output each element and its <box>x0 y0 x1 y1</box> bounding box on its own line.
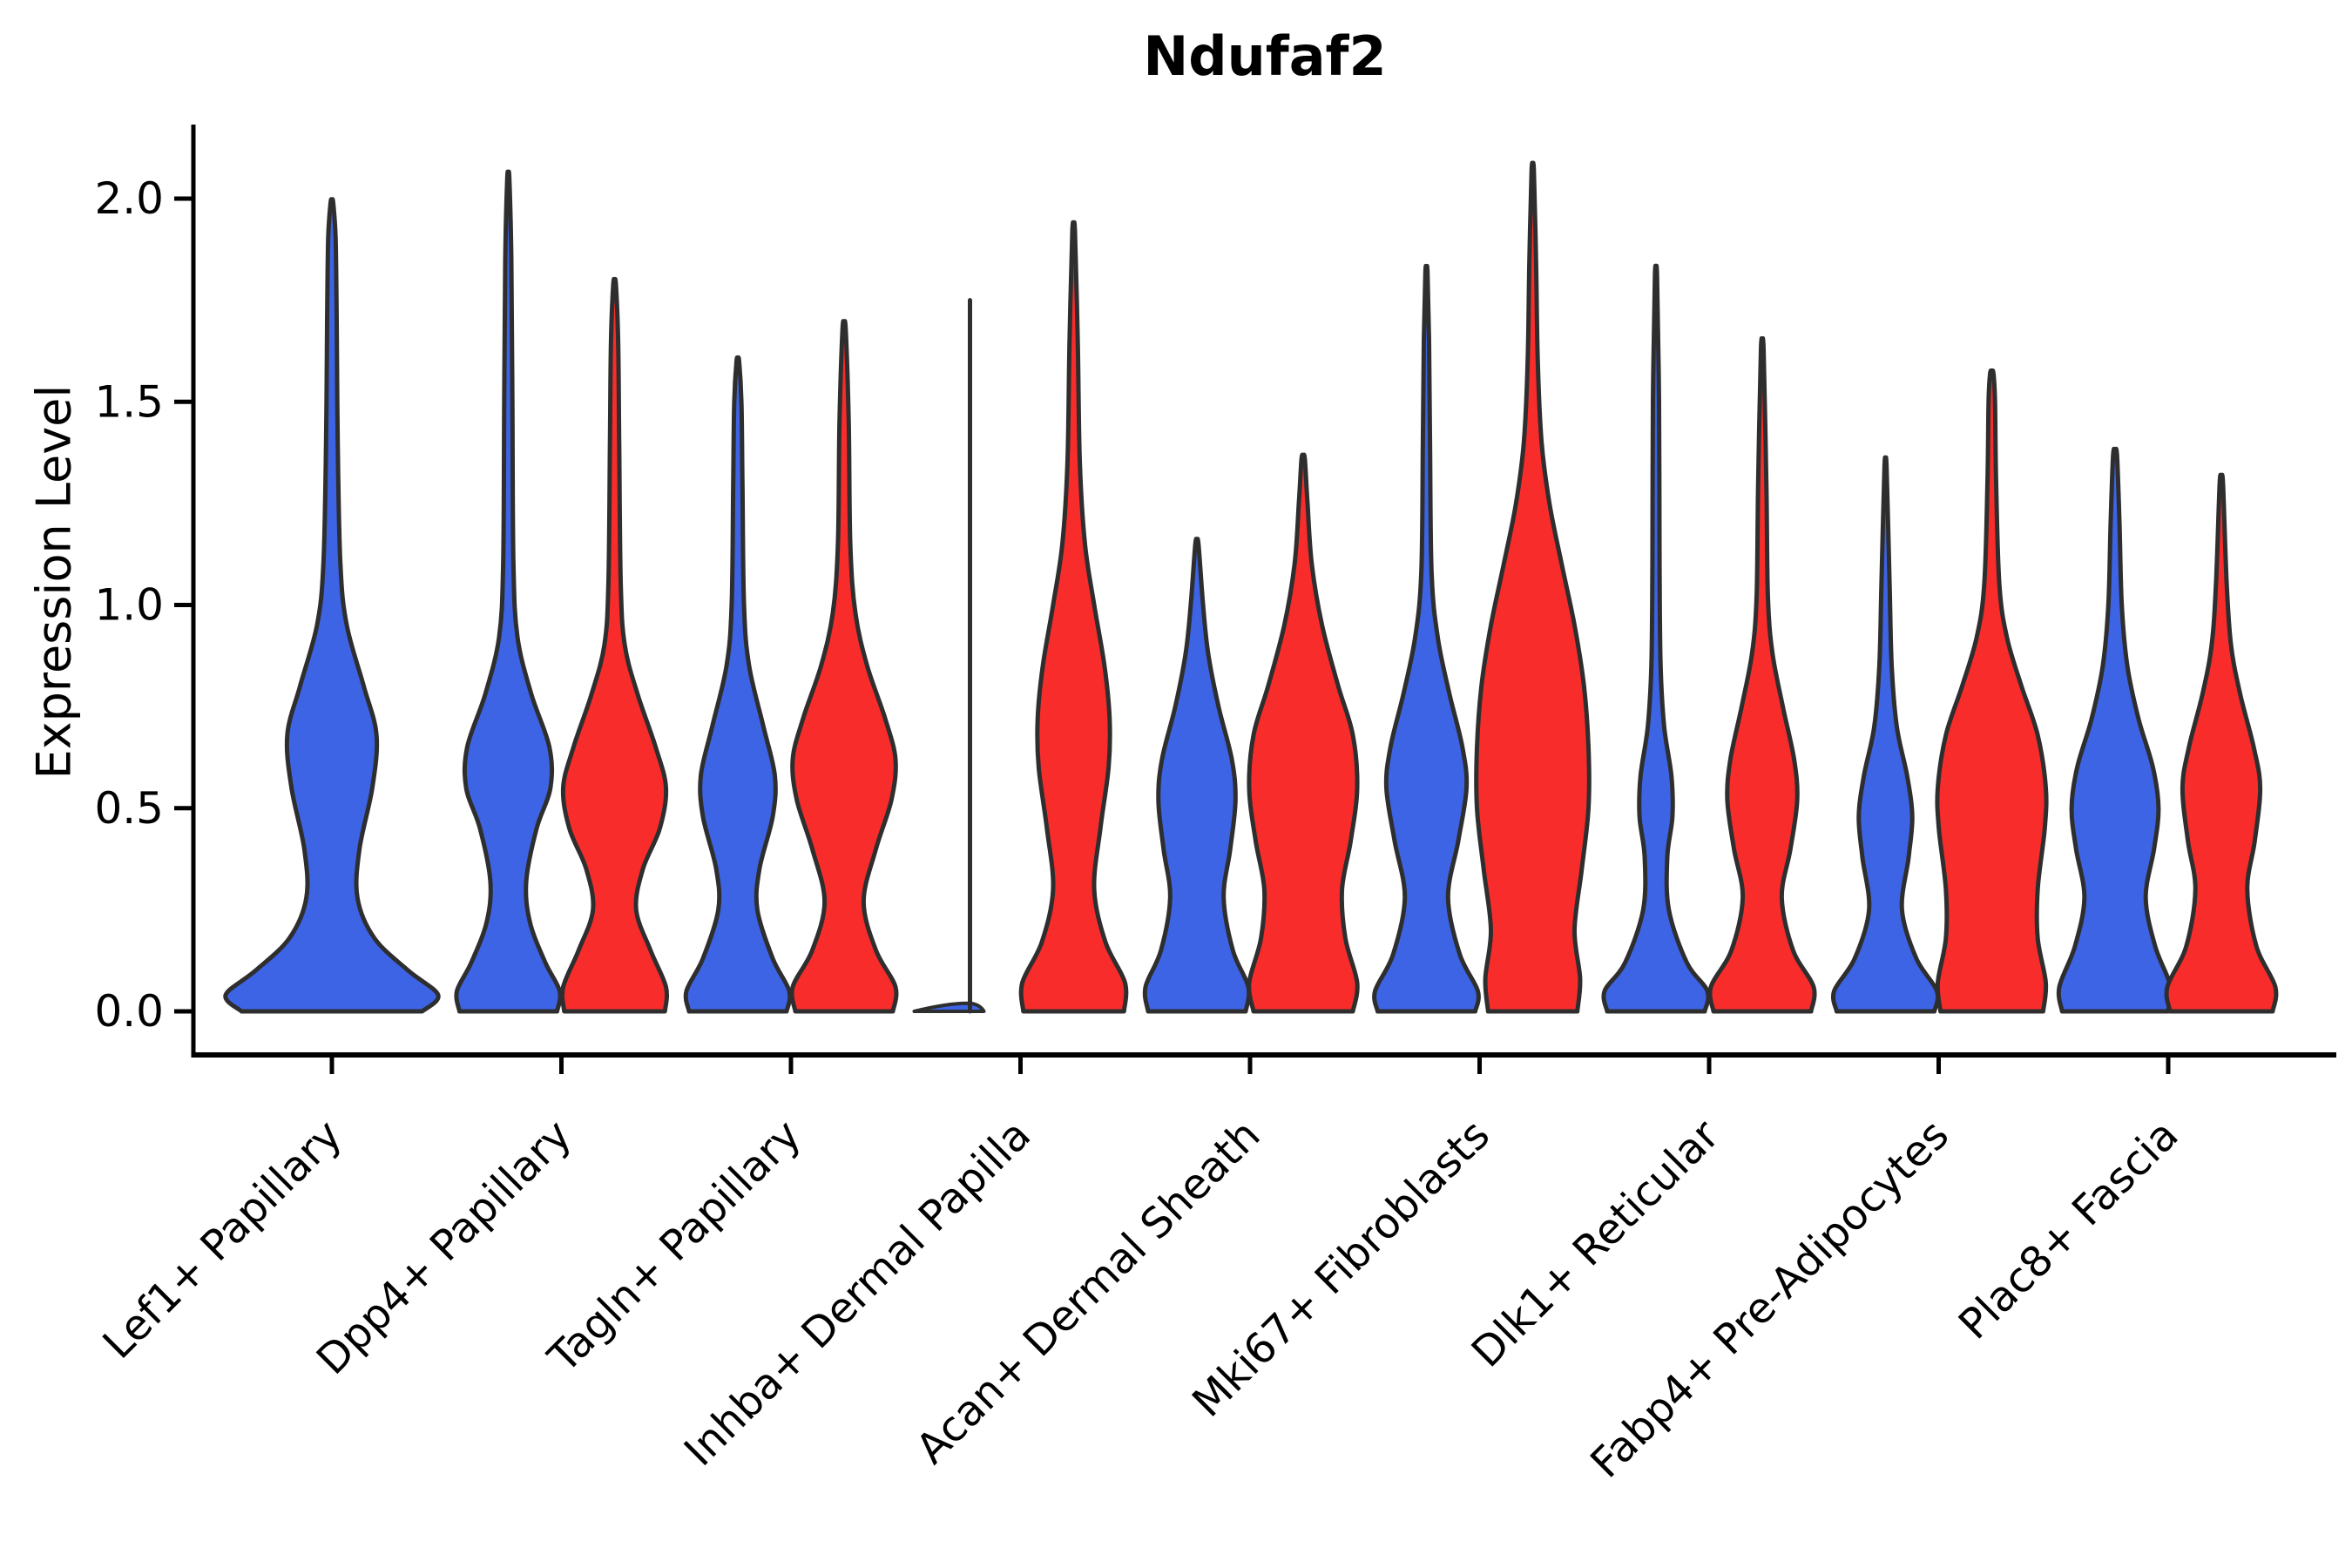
violin-tagln-papillary-red <box>789 319 899 1014</box>
y-tick-label-2.0: 2.0 <box>94 173 164 224</box>
violin-plac8-fascia-red <box>2164 472 2279 1014</box>
violin-acan-dermal-sheath-blue <box>1142 537 1252 1014</box>
violin-mki67-fibroblasts-blue <box>1372 263 1481 1014</box>
violin-fabp4-pre-adipocytes-blue <box>1830 455 1941 1014</box>
violin-dlk1-reticular-red <box>1707 336 1817 1014</box>
y-tick-label-0.5: 0.5 <box>94 783 164 834</box>
violin-inhba-dermal-papilla-red <box>1018 220 1129 1014</box>
y-tick-label-1.0: 1.0 <box>94 580 164 631</box>
violin-lef1-papillary-blue <box>223 197 441 1014</box>
y-tick-label-0.0: 0.0 <box>94 986 164 1037</box>
violin-dpp4-papillary-blue <box>454 169 563 1014</box>
violin-dpp4-papillary-red <box>559 276 670 1014</box>
violin-fabp4-pre-adipocytes-red <box>1935 368 2049 1014</box>
violin-acan-dermal-sheath-red <box>1247 452 1360 1014</box>
violin-plac8-fascia-blue <box>2056 446 2174 1014</box>
y-axis-label: Expression Level <box>26 384 82 780</box>
violin-tagln-papillary-blue <box>683 355 793 1014</box>
y-tick-label-1.5: 1.5 <box>94 376 164 427</box>
violin-dlk1-reticular-blue <box>1601 263 1711 1014</box>
violin-mki67-fibroblasts-red <box>1474 160 1592 1014</box>
chart-title: Ndufaf2 <box>1143 24 1387 88</box>
